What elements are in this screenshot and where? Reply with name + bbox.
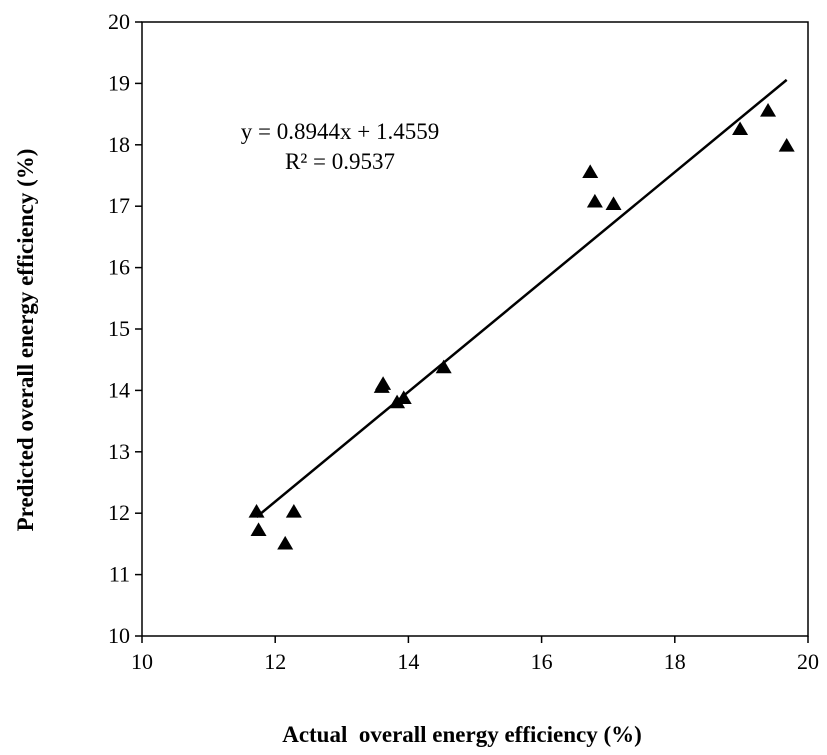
data-point-triangle — [389, 394, 406, 409]
y-tick-label: 14 — [108, 377, 130, 402]
y-tick-label: 20 — [108, 9, 130, 34]
data-point-triangle — [248, 503, 265, 518]
data-point-triangle — [250, 522, 267, 536]
data-point-triangle — [586, 193, 603, 208]
trendline-layer — [255, 78, 788, 518]
trendline — [255, 78, 788, 518]
x-axis-title: Actual overall energy efficiency (%) — [282, 722, 642, 747]
x-axis-tick-labels: 10 12 14 16 18 20 — [131, 649, 819, 674]
x-tick-label: 16 — [531, 649, 553, 674]
y-tick-label: 17 — [108, 193, 130, 218]
r-squared-label: R² = 0.9537 — [285, 149, 395, 174]
data-point-triangle — [395, 390, 412, 404]
x-tick-label: 18 — [664, 649, 686, 674]
data-point-triangle — [760, 103, 777, 117]
y-tick-label: 10 — [108, 623, 130, 648]
y-tick-label: 13 — [108, 439, 130, 464]
x-axis-ticks — [141, 636, 809, 643]
x-tick-label: 20 — [797, 649, 819, 674]
data-point-triangle — [285, 503, 302, 518]
y-tick-label: 16 — [108, 255, 130, 280]
y-tick-label: 11 — [109, 562, 130, 587]
data-point-triangle — [277, 535, 294, 550]
plot-area — [141, 21, 809, 637]
data-point-triangle — [582, 164, 599, 179]
x-tick-label: 12 — [264, 649, 286, 674]
y-axis-ticks — [135, 21, 142, 637]
y-tick-label: 12 — [108, 500, 130, 525]
y-tick-label: 18 — [108, 132, 130, 157]
trendline-equation: y = 0.8944x + 1.4559 — [241, 119, 439, 144]
data-point-triangle — [605, 196, 622, 210]
y-tick-label: 19 — [108, 70, 130, 95]
y-tick-label: 15 — [108, 316, 130, 341]
data-point-triangle — [435, 359, 452, 374]
data-points — [248, 103, 795, 550]
data-point-triangle — [732, 121, 749, 136]
data-point-triangle — [375, 376, 392, 390]
data-point-triangle — [778, 138, 795, 152]
y-axis-title: Predicted overall energy efficiency (%) — [13, 149, 38, 532]
x-tick-label: 10 — [131, 649, 153, 674]
y-axis-tick-labels: 10 11 12 13 14 15 16 17 18 19 20 — [108, 9, 130, 648]
x-tick-label: 14 — [397, 649, 419, 674]
